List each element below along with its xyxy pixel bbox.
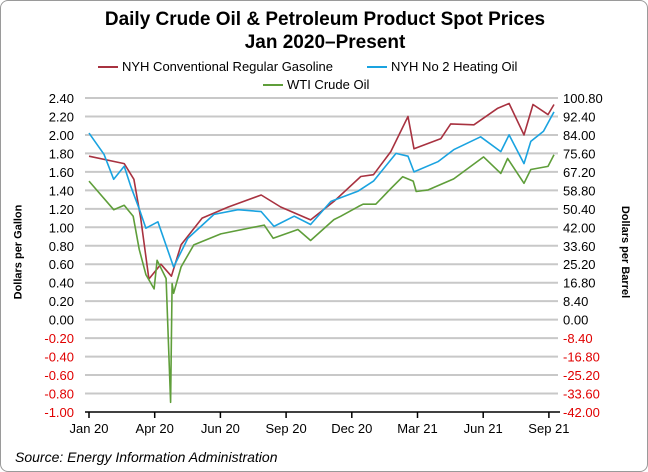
y-tick-label-left: 1.00 (49, 220, 74, 235)
y-tick-label-left: 0.80 (49, 239, 74, 254)
x-tick-label: Sep 20 (265, 421, 306, 436)
y-tick-label-right: -42.00 (563, 405, 600, 420)
y-tick-label-left: 0.00 (49, 313, 74, 328)
y-tick-label-left: 1.40 (49, 183, 74, 198)
chart-title: Daily Crude Oil & Petroleum Product Spot… (104, 9, 546, 30)
x-tick-label: Mar 21 (397, 421, 437, 436)
x-tick-label: Sep 21 (528, 421, 569, 436)
legend-item-wti: WTI Crude Oil (263, 77, 369, 92)
x-tick-label: Jun 20 (201, 421, 240, 436)
legend-label-gasoline: NYH Conventional Regular Gasoline (122, 59, 334, 74)
y-tick-label-left: 0.20 (49, 294, 74, 309)
y-tick-label-right: 84.00 (563, 128, 596, 143)
legend-item-gasoline: NYH Conventional Regular Gasoline (98, 59, 333, 74)
y-tick-label-left: -0.40 (44, 350, 74, 365)
y-tick-label-right: 25.20 (563, 257, 596, 272)
x-tick-label: Jan 20 (69, 421, 108, 436)
y-tick-label-left: -1.00 (44, 405, 74, 420)
y-tick-label-left: 1.80 (49, 146, 74, 161)
y-tick-label-right: -33.60 (563, 387, 600, 402)
y-tick-label-right: -16.80 (563, 350, 600, 365)
y-tick-label-right: 67.20 (563, 165, 596, 180)
legend-label-wti: WTI Crude Oil (287, 77, 370, 92)
series-line-gasoline (88, 102, 555, 280)
x-tick-label: Apr 20 (136, 421, 174, 436)
y-tick-label-left: -0.80 (44, 387, 74, 402)
y-tick-label-left: 1.20 (49, 202, 74, 217)
y-tick-label-right: 92.40 (563, 109, 596, 124)
y-tick-label-left: 0.60 (49, 257, 74, 272)
y-tick-label-left: 2.00 (49, 128, 74, 143)
y-tick-label-right: -25.20 (563, 368, 600, 383)
y-tick-label-right: 58.80 (563, 183, 596, 198)
series-line-wti (88, 154, 555, 404)
y-tick-label-right: 75.60 (563, 146, 596, 161)
y-tick-label-right: 50.40 (563, 202, 596, 217)
y-tick-label-left: 2.20 (49, 109, 74, 124)
y-tick-label-left: -0.20 (44, 331, 74, 346)
y-tick-label-right: 0.00 (563, 313, 588, 328)
y-tick-label-left: 2.40 (49, 91, 74, 106)
x-tick-label: Dec 20 (331, 421, 372, 436)
y-tick-label-left: 0.40 (49, 276, 74, 291)
y-tick-label-right: 16.80 (563, 276, 596, 291)
y-tick-label-right: -8.40 (563, 331, 593, 346)
y-tick-label-left: -0.60 (44, 368, 74, 383)
legend-swatch-gasoline (98, 65, 118, 68)
series-line-heating-oil (88, 111, 555, 268)
x-tick-label: Jun 21 (464, 421, 503, 436)
y-tick-label-left: 1.60 (49, 165, 74, 180)
source-note: Source: Energy Information Administratio… (15, 449, 278, 465)
y-tick-label-right: 100.80 (563, 91, 603, 106)
y-tick-label-right: 8.40 (563, 294, 588, 309)
chart-subtitle: Jan 2020–Present (244, 32, 406, 53)
legend-item-heating-oil: NYH No 2 Heating Oil (367, 59, 517, 74)
y-tick-label-right: 42.00 (563, 220, 596, 235)
legend-swatch-heating-oil (367, 65, 387, 68)
legend-label-heating-oil: NYH No 2 Heating Oil (391, 59, 518, 74)
legend-swatch-wti (263, 83, 283, 86)
y-tick-label-right: 33.60 (563, 239, 596, 254)
